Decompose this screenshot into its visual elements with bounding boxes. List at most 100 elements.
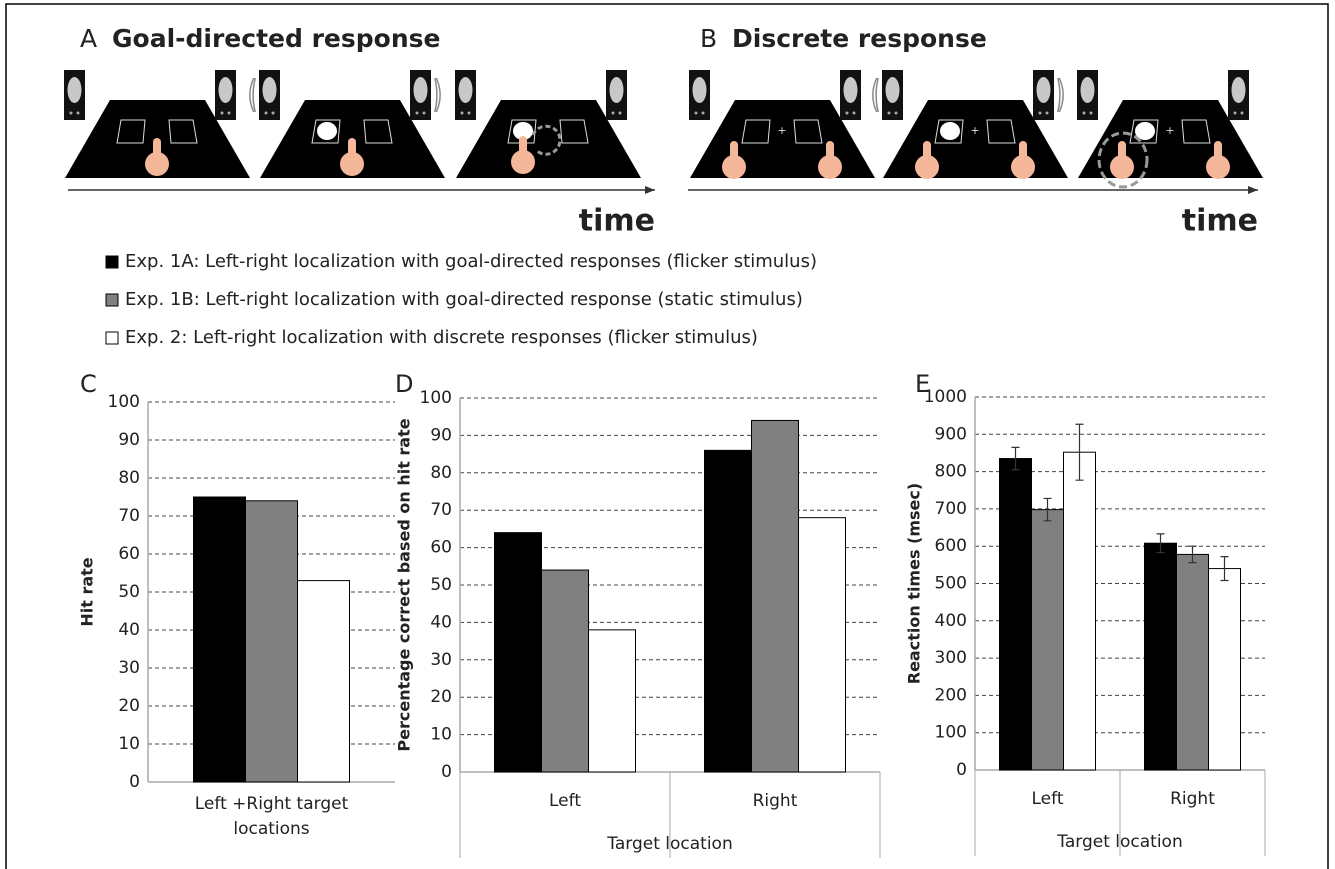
sound-wave — [876, 78, 878, 112]
speaker-dot — [1090, 112, 1093, 115]
bar — [799, 518, 846, 772]
legend-swatch — [106, 294, 118, 306]
speaker-cone — [693, 77, 707, 103]
hand — [340, 152, 364, 176]
speaker-dot — [416, 112, 419, 115]
y-tick-label: 40 — [118, 620, 140, 640]
y-tick-label: 0 — [956, 760, 967, 780]
time-label: time — [579, 204, 655, 239]
bar — [589, 630, 636, 772]
bar — [542, 570, 589, 772]
speaker-dot — [619, 112, 622, 115]
stimulus — [317, 122, 337, 140]
legend-swatch — [106, 256, 118, 268]
hand — [511, 150, 535, 174]
y-tick-label: 700 — [935, 499, 967, 519]
speaker-cone — [414, 77, 428, 103]
speaker-dot — [1241, 112, 1244, 115]
speaker-dot — [1234, 112, 1237, 115]
speaker-dot — [612, 112, 615, 115]
x-axis-label: Target location — [606, 834, 732, 854]
hand — [722, 155, 746, 179]
panel-label: D — [395, 370, 413, 398]
y-tick-label: 400 — [935, 611, 967, 631]
y-tick-label: 500 — [935, 574, 967, 594]
y-tick-label: 10 — [118, 734, 140, 754]
y-tick-label: 90 — [430, 425, 452, 445]
y-tick-label: 0 — [129, 772, 140, 792]
bar — [1177, 554, 1209, 770]
hand — [818, 155, 842, 179]
y-tick-label: 900 — [935, 424, 967, 444]
panel-label: C — [80, 370, 97, 398]
speaker-cone — [219, 77, 233, 103]
panel-label: B — [700, 24, 717, 53]
figure-canvas: A Goal-directed response time B Discrete res… — [0, 0, 1335, 869]
speaker-cone — [1232, 77, 1246, 103]
y-tick-label: 100 — [935, 723, 967, 743]
panel-title: Goal-directed response — [112, 24, 440, 53]
y-tick-label: 300 — [935, 648, 967, 668]
sound-wave — [435, 78, 437, 112]
x-tick-label: Right — [753, 791, 798, 811]
bar — [1209, 569, 1241, 770]
y-tick-label: 60 — [430, 538, 452, 558]
speaker-dot — [461, 112, 464, 115]
y-axis-label: Percentage correct based on hit rate — [395, 418, 414, 751]
y-tick-label: 100 — [420, 388, 452, 408]
y-tick-label: 40 — [430, 612, 452, 632]
x-tick-label: Left — [1032, 789, 1064, 809]
time-arrowhead — [1248, 186, 1258, 194]
speaker-cone — [263, 77, 277, 103]
fixation: + — [970, 124, 979, 137]
y-tick-label: 600 — [935, 536, 967, 556]
legend-label: Exp. 1A: Left-right localization with go… — [125, 251, 817, 272]
legend-swatch — [106, 332, 118, 344]
fixation: + — [1165, 124, 1174, 137]
bar — [1064, 452, 1096, 770]
legend-label: Exp. 2: Left-right localization with dis… — [125, 327, 758, 348]
speaker-dot — [228, 112, 231, 115]
bar — [495, 533, 542, 772]
legend-label: Exp. 1B: Left-right localization with go… — [125, 289, 803, 310]
figure: A Goal-directed response time B Discrete res… — [0, 0, 1335, 869]
panel-title: Discrete response — [732, 24, 987, 53]
bar — [705, 450, 752, 772]
speaker-cone — [1081, 77, 1095, 103]
time-label: time — [1182, 204, 1258, 239]
sound-wave — [1058, 78, 1060, 112]
speaker-cone — [844, 77, 858, 103]
speaker-dot — [423, 112, 426, 115]
bar — [298, 581, 350, 782]
y-tick-label: 70 — [118, 506, 140, 526]
hand — [1206, 155, 1230, 179]
y-axis-label: Hit rate — [78, 557, 97, 626]
bar — [1145, 543, 1177, 770]
y-tick-label: 800 — [935, 462, 967, 482]
x-tick-label: Left — [549, 791, 581, 811]
y-tick-label: 70 — [430, 500, 452, 520]
speaker-dot — [702, 112, 705, 115]
sound-wave — [253, 78, 255, 112]
hand — [1011, 155, 1035, 179]
fixation: + — [777, 124, 786, 137]
speaker-cone — [886, 77, 900, 103]
speaker-dot — [846, 112, 849, 115]
bar — [246, 501, 298, 782]
y-tick-label: 20 — [118, 696, 140, 716]
speaker-dot — [853, 112, 856, 115]
speaker-dot — [70, 112, 73, 115]
hand — [1110, 155, 1134, 179]
speaker-cone — [1037, 77, 1051, 103]
speaker-cone — [459, 77, 473, 103]
speaker-dot — [895, 112, 898, 115]
panel-label: A — [80, 24, 97, 53]
y-tick-label: 80 — [430, 463, 452, 483]
speaker-dot — [468, 112, 471, 115]
x-tick-label: Right — [1170, 789, 1215, 809]
y-tick-label: 10 — [430, 725, 452, 745]
stimulus — [940, 122, 960, 140]
speaker-cone — [610, 77, 624, 103]
y-tick-label: 30 — [430, 650, 452, 670]
speaker-dot — [1039, 112, 1042, 115]
